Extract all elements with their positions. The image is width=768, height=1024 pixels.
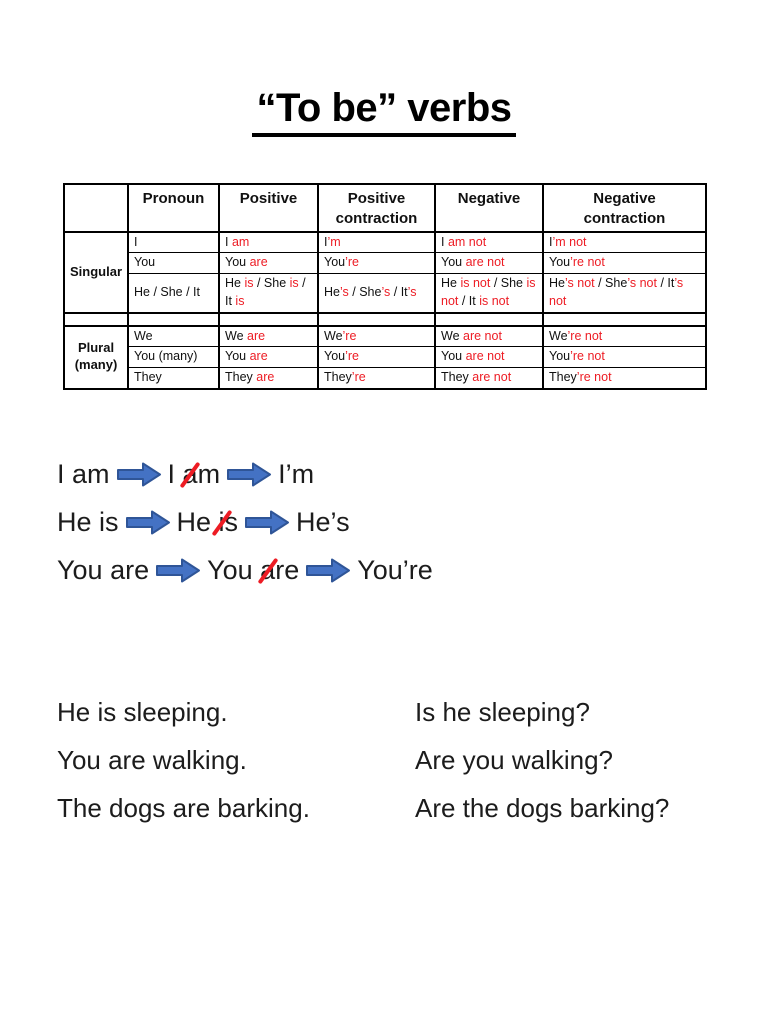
table-cell: I’m not <box>542 230 707 254</box>
example-sentences: He is sleeping. Is he sleeping? You are … <box>57 688 737 832</box>
crossed-out-letter: a <box>260 554 276 585</box>
statement-sentence: He is sleeping. <box>57 696 228 727</box>
table-cell: He is not / She is not / It is not <box>434 273 544 313</box>
column-header: Positive <box>218 183 319 233</box>
question-sentence: Is he sleeping? <box>415 696 590 727</box>
question-sentence: Are you walking? <box>415 744 613 775</box>
table-cell: He’s / She’s / It’s <box>317 273 436 313</box>
column-header: Negative <box>434 183 544 233</box>
flow-mid-suffix: m <box>197 458 221 489</box>
right-arrow-icon <box>116 462 161 486</box>
separator-row <box>63 311 707 327</box>
crossed-out-letter: i <box>218 506 225 537</box>
empty-cell <box>542 311 707 327</box>
right-arrow-icon <box>125 510 170 534</box>
table-cell: They’re <box>317 366 436 390</box>
crossed-out-letter: a <box>182 458 198 489</box>
table-cell: They <box>127 366 220 390</box>
title-container: “To be” verbs <box>0 86 768 137</box>
table-cell: You are <box>218 252 319 274</box>
flow-result: You’re <box>357 554 433 585</box>
flow-mid: He is <box>177 507 239 538</box>
table-cell: We’re <box>317 324 436 348</box>
flow-start: You are <box>57 554 150 585</box>
empty-cell <box>317 311 436 327</box>
empty-cell <box>434 311 544 327</box>
table-cell: They are not <box>434 366 544 390</box>
table-row: You You are You’re You are not You’re not <box>64 252 707 274</box>
statement-sentence: The dogs are barking. <box>57 792 310 823</box>
flow-mid-prefix: He <box>176 506 219 537</box>
question-sentence: Are the dogs barking? <box>415 792 670 823</box>
contraction-line-you-are: You are You are You’re <box>57 546 433 594</box>
table-cell: He is / She is / It is <box>218 273 319 313</box>
right-arrow-icon <box>227 462 272 486</box>
flow-result: He’s <box>296 506 350 537</box>
table-cell: You are <box>218 346 319 368</box>
statement-sentence: You are walking. <box>57 744 247 775</box>
table-cell: You’re <box>317 346 436 368</box>
table-cell: I am not <box>434 230 544 254</box>
to-be-verbs-table: Pronoun Positive Positive contraction Negati… <box>63 183 707 390</box>
table-cell: You are not <box>434 252 544 274</box>
row-group-label: Plural (many) <box>63 324 129 390</box>
table-cell: They are <box>218 366 319 390</box>
table-row: Plural (many) We We are We’re We are not We’r… <box>63 324 707 390</box>
sentence-row: The dogs are barking. Are the dogs barki… <box>57 784 737 832</box>
flow-mid-prefix: I <box>167 458 183 489</box>
table-cell: You’re <box>317 252 436 274</box>
table-cell: He’s not / She’s not / It’s not <box>542 273 707 313</box>
right-arrow-icon <box>245 510 290 534</box>
table-cell: I <box>127 230 220 254</box>
empty-cell <box>127 311 220 327</box>
flow-start: He is <box>57 506 119 537</box>
flow-result: I’m <box>278 458 315 489</box>
flow-mid-suffix: re <box>275 554 300 585</box>
row-group-label: Singular <box>63 231 129 313</box>
flow-mid-prefix: You <box>207 554 261 585</box>
table-cell: We are not <box>434 324 544 348</box>
contraction-examples: I am I am I’m He is He is He’s You are Y… <box>57 450 433 594</box>
flow-mid: I am <box>168 459 221 490</box>
table-header-row: Pronoun Positive Positive contraction Negati… <box>63 183 707 233</box>
column-header: Negative contraction <box>542 183 707 233</box>
table-row: You (many) You are You’re You are not You’re… <box>64 346 707 368</box>
contraction-line-he-is: He is He is He’s <box>57 498 433 546</box>
empty-cell <box>63 311 129 327</box>
table-cell: We’re not <box>542 324 707 348</box>
right-arrow-icon <box>156 558 201 582</box>
table-cell: You’re not <box>542 346 707 368</box>
table-row: He / She / It He is / She is / It is He’s … <box>64 273 707 313</box>
table-row: Singular I I am I’m I am not I’m not <box>63 230 707 313</box>
sentence-row: He is sleeping. Is he sleeping? <box>57 688 737 736</box>
page-title: “To be” verbs <box>252 86 516 137</box>
flow-mid: You are <box>207 555 299 586</box>
flow-start: I am <box>57 458 110 489</box>
sentence-row: You are walking. Are you walking? <box>57 736 737 784</box>
table-cell: You <box>127 252 220 274</box>
table-cell: I am <box>218 230 319 254</box>
corner-cell <box>63 183 129 233</box>
right-arrow-icon <box>306 558 351 582</box>
contraction-line-i-am: I am I am I’m <box>57 450 433 498</box>
table-cell: They’re not <box>542 366 707 390</box>
table-cell: You (many) <box>127 346 220 368</box>
table-cell: He / She / It <box>127 273 220 313</box>
empty-cell <box>218 311 319 327</box>
table-cell: We <box>127 324 220 348</box>
column-header: Positive contraction <box>317 183 436 233</box>
table-cell: You’re not <box>542 252 707 274</box>
table-cell: You are not <box>434 346 544 368</box>
table-cell: We are <box>218 324 319 348</box>
table-cell: I’m <box>317 230 436 254</box>
table-row: They They are They’re They are not They’re n… <box>64 366 707 390</box>
column-header: Pronoun <box>127 183 220 233</box>
